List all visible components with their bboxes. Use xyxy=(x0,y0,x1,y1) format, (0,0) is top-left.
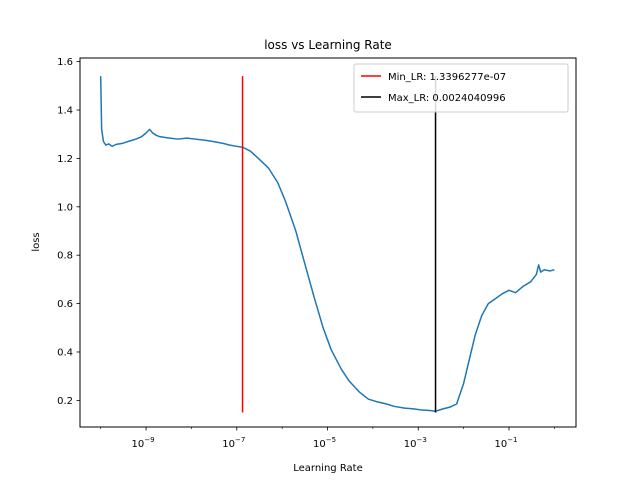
x-tick-label: 10−5 xyxy=(313,436,336,450)
y-tick-label: 1.2 xyxy=(57,154,73,165)
x-tick-base: 10 xyxy=(222,439,235,450)
chart-title: loss vs Learning Rate xyxy=(264,38,392,52)
legend: Min_LR: 1.3396277e-07 Max_LR: 0.002404099… xyxy=(353,63,569,113)
x-tick-exponent: −5 xyxy=(326,436,336,444)
plot-frame xyxy=(79,57,577,428)
x-tick-exponent: −3 xyxy=(416,436,426,444)
loss-series-line xyxy=(99,76,555,413)
x-tick-label: 10−9 xyxy=(132,436,155,450)
x-tick-label: 10−7 xyxy=(222,436,245,450)
y-axis-ticks: 0.2 0.4 0.6 0.8 1.0 1.2 1.4 1.6 xyxy=(57,57,80,407)
legend-label-max-lr: Max_LR: 0.0024040996 xyxy=(388,93,506,104)
x-tick-exponent: −1 xyxy=(507,436,517,444)
y-tick-label: 0.6 xyxy=(57,299,73,310)
legend-box xyxy=(353,63,569,113)
x-tick-exponent: −7 xyxy=(235,436,245,444)
plot-content xyxy=(99,76,555,413)
y-tick-label: 1.0 xyxy=(57,202,73,213)
y-tick-label: 1.6 xyxy=(57,57,73,68)
y-tick-label: 0.2 xyxy=(57,396,73,407)
x-tick-base: 10 xyxy=(132,439,145,450)
x-tick-label: 10−3 xyxy=(404,436,427,450)
x-axis-ticks: 10−9 10−7 10−5 10−3 10−1 xyxy=(100,427,555,450)
x-axis-label: Learning Rate xyxy=(293,463,363,474)
y-tick-label: 0.8 xyxy=(57,251,73,262)
x-tick-base: 10 xyxy=(313,439,326,450)
x-tick-exponent: −9 xyxy=(144,436,154,444)
x-tick-base: 10 xyxy=(404,439,417,450)
x-tick-label: 10−1 xyxy=(494,436,517,450)
x-tick-base: 10 xyxy=(494,439,507,450)
y-axis-label: loss xyxy=(31,232,42,251)
y-tick-label: 1.4 xyxy=(57,106,73,117)
y-tick-label: 0.4 xyxy=(57,347,73,358)
legend-label-min-lr: Min_LR: 1.3396277e-07 xyxy=(388,72,506,83)
